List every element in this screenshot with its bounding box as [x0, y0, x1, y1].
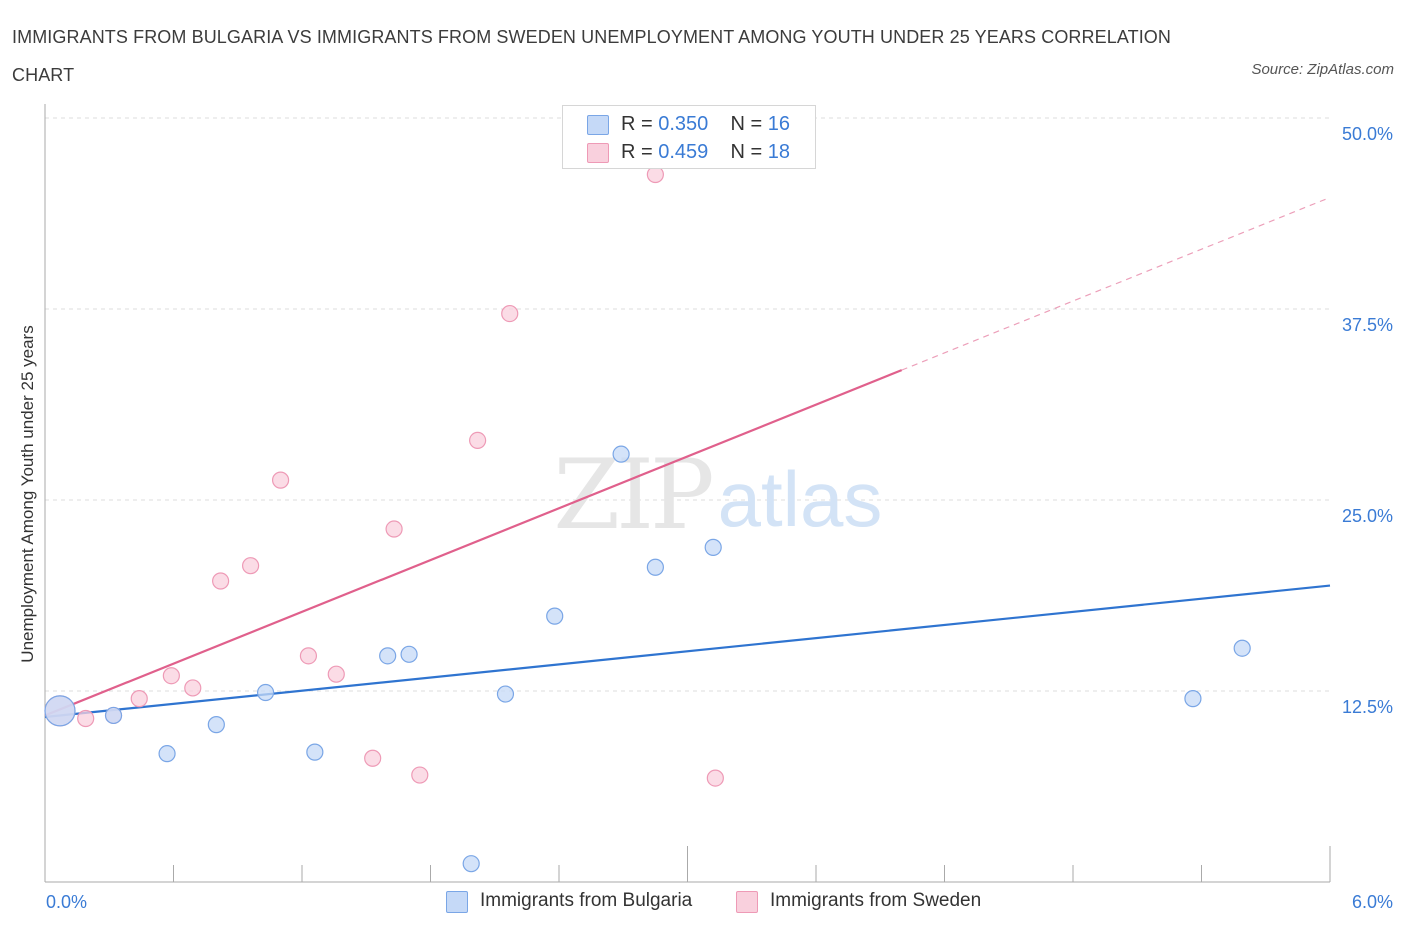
point-sweden-4 — [162, 667, 180, 685]
point-bulgaria-6 — [379, 647, 397, 665]
point-bulgaria-9 — [496, 685, 515, 703]
trendline-bulgaria — [44, 584, 1331, 719]
y-axis-label: Unemployment Among Youth under 25 years — [18, 325, 37, 663]
point-sweden-15 — [501, 304, 519, 323]
trendline-sweden-extension — [901, 196, 1331, 371]
point-sweden-1 — [77, 709, 95, 728]
point-bulgaria-13 — [704, 538, 722, 556]
legend-r-value-sweden: 0.459 — [658, 141, 709, 163]
y-tick-label-3: 50.0% — [1342, 124, 1393, 144]
point-sweden-6 — [212, 572, 230, 590]
point-sweden-8 — [271, 471, 290, 489]
point-sweden-10 — [327, 665, 345, 683]
x-tick-label-min: 0.0% — [46, 892, 87, 912]
point-sweden-17 — [706, 769, 724, 787]
legend-r-value-bulgaria: 0.350 — [658, 113, 709, 135]
point-bulgaria-1 — [104, 706, 123, 725]
point-bulgaria-10 — [546, 607, 564, 625]
point-bulgaria-2 — [158, 745, 176, 763]
legend-n-label: N = — [730, 141, 763, 163]
point-sweden-12 — [385, 520, 403, 538]
point-sweden-7 — [242, 557, 260, 575]
point-sweden-3 — [130, 690, 148, 708]
legend-swatch-bulgaria — [587, 115, 609, 135]
point-sweden-13 — [411, 766, 429, 784]
watermark-atlas: atlas — [718, 455, 883, 543]
legend-n-value-bulgaria: 16 — [767, 113, 791, 135]
correlation-legend: R = 0.350 N = 16 R = 0.459 N = 18 — [562, 105, 816, 169]
point-sweden-9 — [299, 647, 318, 665]
point-bulgaria-11 — [612, 445, 630, 463]
y-tick-labels: 12.5% 25.0% 37.5% 50.0% — [1342, 124, 1393, 717]
point-sweden-14 — [469, 431, 487, 450]
point-sweden-5 — [184, 679, 202, 697]
axes — [44, 104, 1331, 883]
legend-n-label: N = — [730, 113, 763, 135]
x-tick-labels: 0.0% 6.0% — [46, 892, 1393, 912]
point-bulgaria-5 — [306, 743, 324, 761]
data-points — [44, 165, 1251, 873]
trend-lines — [44, 196, 1331, 719]
point-bulgaria-7 — [400, 645, 418, 663]
series-label-bulgaria: Immigrants from Bulgaria — [480, 890, 693, 911]
point-bulgaria-3 — [207, 716, 225, 734]
point-bulgaria-0 — [44, 695, 76, 727]
source-label: Source: ZipAtlas.com — [1251, 61, 1394, 78]
watermark: ZIP atlas — [553, 439, 882, 551]
point-sweden-11 — [364, 749, 382, 767]
legend-n-value-sweden: 18 — [767, 141, 791, 163]
legend-r-label: R = — [621, 113, 653, 135]
series-swatch-bulgaria — [446, 891, 468, 913]
legend-swatch-sweden — [587, 143, 609, 163]
legend-r-label: R = — [621, 141, 653, 163]
chart-title: IMMIGRANTS FROM BULGARIA VS IMMIGRANTS F… — [12, 27, 1172, 85]
series-label-sweden: Immigrants from Sweden — [770, 890, 982, 911]
watermark-zip: ZIP — [553, 439, 712, 551]
point-bulgaria-4 — [256, 683, 275, 702]
point-bulgaria-15 — [1233, 639, 1251, 657]
y-tick-label-1: 25.0% — [1342, 506, 1393, 526]
point-bulgaria-14 — [1184, 690, 1202, 708]
point-bulgaria-12 — [646, 558, 664, 576]
point-bulgaria-8 — [462, 855, 480, 873]
trendline-sweden — [44, 369, 903, 717]
series-swatch-sweden — [736, 891, 758, 913]
y-tick-label-2: 37.5% — [1342, 315, 1393, 335]
x-tick-label-max: 6.0% — [1352, 892, 1393, 912]
y-tick-label-0: 12.5% — [1342, 697, 1393, 717]
